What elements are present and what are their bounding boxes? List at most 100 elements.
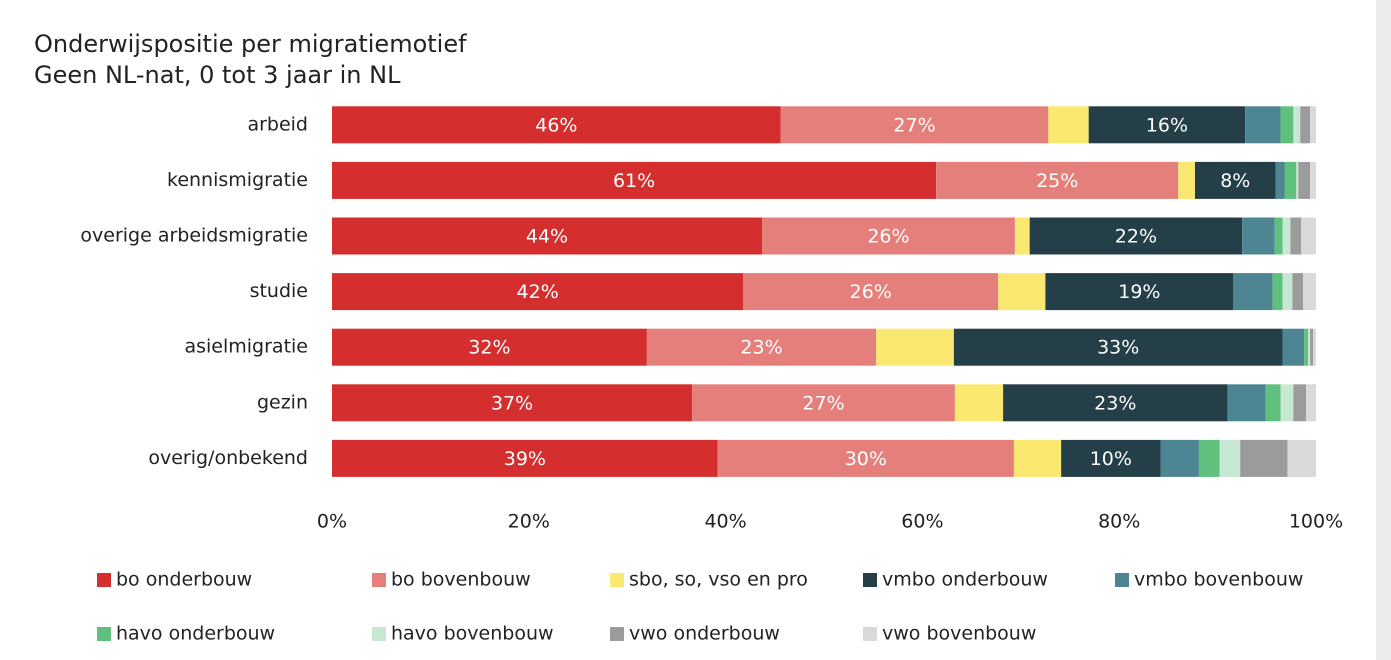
- legend-label: vwo onderbouw: [629, 623, 780, 645]
- bar-segment: [1242, 217, 1275, 255]
- data-label: 39%: [504, 448, 546, 470]
- bar-segment: [762, 217, 1015, 255]
- bar-segment: [1292, 273, 1304, 311]
- x-tick-label: 60%: [901, 511, 943, 533]
- legend-label: vwo bovenbouw: [882, 623, 1036, 645]
- x-tick-label: 80%: [1098, 511, 1140, 533]
- data-label: 19%: [1118, 281, 1160, 303]
- bar-segment: [1296, 161, 1299, 199]
- legend-label: vmbo onderbouw: [882, 569, 1048, 591]
- bar-segment: [780, 106, 1049, 144]
- legend-swatch: [97, 627, 111, 641]
- bar-segment: [743, 273, 999, 311]
- legend-swatch: [863, 573, 877, 587]
- bar-segment: [1284, 161, 1297, 199]
- legend-label: havo bovenbouw: [391, 623, 554, 645]
- bar-segment: [717, 439, 1014, 477]
- bar-segment: [998, 273, 1046, 311]
- data-label: 44%: [526, 226, 568, 248]
- bar-segment: [1194, 161, 1276, 199]
- bar-segment: [1282, 217, 1291, 255]
- legend-label: bo onderbouw: [116, 569, 252, 591]
- category-label: asielmigratie: [184, 336, 308, 358]
- data-label: 8%: [1220, 170, 1250, 192]
- data-label: 10%: [1090, 448, 1132, 470]
- bar-segment: [332, 217, 763, 255]
- legend-label: havo onderbouw: [116, 623, 275, 645]
- bar-segment: [1274, 217, 1283, 255]
- data-label: 33%: [1097, 337, 1139, 359]
- data-label: 27%: [893, 114, 935, 136]
- legend-swatch: [97, 573, 111, 587]
- legend-swatch: [1115, 573, 1129, 587]
- bar-segment: [1265, 384, 1281, 422]
- chart-title: Onderwijspositie per migratiemotief: [34, 30, 467, 58]
- bar-segment: [1003, 384, 1228, 422]
- bar-segment: [1048, 106, 1089, 144]
- bar-segment: [1240, 439, 1288, 477]
- bar-segment: [1245, 106, 1281, 144]
- bar-segment: [1287, 439, 1316, 477]
- legend-label: vmbo bovenbouw: [1134, 569, 1303, 591]
- bar-segment: [1219, 439, 1241, 477]
- legend-swatch: [610, 627, 624, 641]
- bar-segment: [1306, 384, 1316, 422]
- bar-segment: [1310, 328, 1314, 366]
- data-label: 42%: [517, 281, 559, 303]
- bar-segment: [1290, 217, 1302, 255]
- data-label: 26%: [850, 281, 892, 303]
- data-label: 61%: [613, 170, 655, 192]
- bar-segment: [876, 328, 954, 366]
- category-label: overige arbeidsmigratie: [80, 225, 308, 247]
- bar-segment: [1310, 161, 1316, 199]
- bar-segment: [692, 384, 955, 422]
- x-tick-label: 0%: [317, 511, 347, 533]
- bar-segment: [1178, 161, 1195, 199]
- bar-segment: [1227, 384, 1266, 422]
- legend-swatch: [610, 573, 624, 587]
- data-label: 46%: [535, 114, 577, 136]
- bar-segment: [1300, 106, 1311, 144]
- bar-segment: [1282, 328, 1305, 366]
- legend-label: bo bovenbouw: [391, 569, 531, 591]
- x-tick-label: 20%: [508, 511, 550, 533]
- bar-segment: [1298, 161, 1311, 199]
- data-label: 37%: [491, 392, 533, 414]
- data-label: 23%: [1094, 392, 1136, 414]
- bar-segment: [1282, 273, 1293, 311]
- category-label: studie: [250, 280, 308, 302]
- data-label: 32%: [468, 337, 510, 359]
- bar-segment: [1233, 273, 1273, 311]
- data-label: 16%: [1146, 114, 1188, 136]
- bar-segment: [954, 384, 1004, 422]
- category-label: overig/onbekend: [148, 447, 308, 469]
- bar-segment: [1061, 439, 1161, 477]
- x-tick-label: 100%: [1289, 511, 1343, 533]
- bar-segment: [646, 328, 877, 366]
- bar-segment: [1280, 106, 1294, 144]
- x-tick-label: 40%: [704, 511, 746, 533]
- bar-segment: [953, 328, 1283, 366]
- legend-swatch: [863, 627, 877, 641]
- bar-segment: [1308, 328, 1311, 366]
- legend-swatch: [372, 627, 386, 641]
- bar-segment: [332, 328, 647, 366]
- bar-segment: [332, 273, 744, 311]
- bar-segment: [332, 439, 718, 477]
- bar-segment: [1303, 273, 1316, 311]
- bar-segment: [1160, 439, 1199, 477]
- bar-segment: [1280, 384, 1294, 422]
- chart-subtitle: Geen NL-nat, 0 tot 3 jaar in NL: [34, 61, 401, 89]
- data-label: 26%: [867, 226, 909, 248]
- data-label: 30%: [845, 448, 887, 470]
- bar-segment: [1045, 273, 1234, 311]
- bar-segment: [332, 384, 693, 422]
- data-label: 25%: [1036, 170, 1078, 192]
- bar-segment: [1013, 439, 1062, 477]
- category-label: kennismigratie: [167, 169, 308, 191]
- category-label: arbeid: [247, 113, 308, 135]
- bar-segment: [1198, 439, 1220, 477]
- bar-segment: [1272, 273, 1283, 311]
- bar-segment: [1275, 161, 1285, 199]
